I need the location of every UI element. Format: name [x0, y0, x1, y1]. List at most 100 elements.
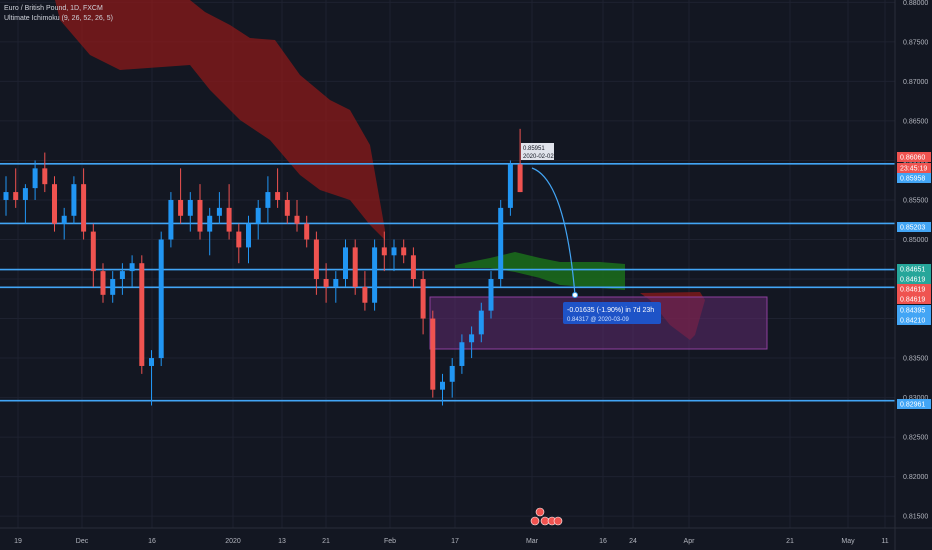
- time-tick-label: Dec: [76, 538, 89, 545]
- candle-body[interactable]: [90, 231, 96, 272]
- symbol-title[interactable]: Euro / British Pound, 1D, FXCM: [4, 5, 103, 12]
- price-label-date: 2020-02-02: [523, 154, 554, 160]
- candle-body[interactable]: [284, 199, 290, 216]
- candle-body[interactable]: [226, 207, 232, 232]
- price-badge-text: 0.85958: [900, 176, 925, 183]
- candle-body[interactable]: [343, 247, 348, 280]
- price-tick-label: 0.86500: [903, 118, 928, 125]
- price-badge-text: 0.84395: [900, 308, 925, 315]
- time-tick-label: 17: [451, 538, 459, 545]
- candle-body[interactable]: [372, 247, 378, 303]
- candle-body[interactable]: [216, 207, 222, 216]
- price-tick-label: 0.87000: [903, 79, 928, 86]
- candle-body[interactable]: [469, 334, 475, 343]
- time-tick-label: 21: [786, 538, 794, 545]
- candle-body[interactable]: [440, 381, 445, 390]
- candle-body[interactable]: [42, 168, 48, 185]
- candle-body[interactable]: [100, 271, 106, 295]
- price-badge: [897, 315, 931, 325]
- price-tick-label: 0.82500: [903, 435, 928, 442]
- candle-body[interactable]: [178, 199, 184, 216]
- candle-body[interactable]: [61, 215, 67, 224]
- price-badge-text: 0.84210: [900, 318, 925, 325]
- candle-body[interactable]: [517, 164, 523, 193]
- candle-body[interactable]: [168, 199, 174, 240]
- candle-body[interactable]: [119, 271, 125, 280]
- candle-body[interactable]: [197, 199, 203, 232]
- price-badge-text: 0.84619: [900, 297, 925, 304]
- time-tick-label: 16: [599, 538, 607, 545]
- price-badge: [897, 163, 931, 173]
- candle-body[interactable]: [13, 192, 19, 200]
- projection-curve[interactable]: [531, 167, 576, 296]
- candle-body[interactable]: [129, 263, 135, 272]
- event-marker-icon[interactable]: [530, 516, 540, 526]
- candle-body[interactable]: [381, 247, 387, 256]
- time-tick-label: Apr: [684, 538, 696, 545]
- candle-body[interactable]: [459, 342, 465, 366]
- candle-body[interactable]: [139, 263, 145, 366]
- candle-body[interactable]: [498, 207, 504, 280]
- candle-body[interactable]: [236, 231, 242, 248]
- candle-body[interactable]: [430, 318, 436, 390]
- candle-body[interactable]: [420, 279, 426, 319]
- event-marker-icon[interactable]: [535, 507, 545, 517]
- candle-body[interactable]: [110, 279, 116, 295]
- time-tick-label: Mar: [526, 538, 539, 545]
- candle-body[interactable]: [187, 199, 193, 216]
- candle-body[interactable]: [246, 223, 251, 248]
- candle-body[interactable]: [149, 358, 154, 366]
- candle-body[interactable]: [478, 310, 484, 335]
- candle-body[interactable]: [313, 239, 319, 280]
- candle-body[interactable]: [52, 184, 57, 224]
- measure-tooltip: [563, 302, 661, 324]
- price-badge: [897, 399, 931, 409]
- price-badge: [897, 274, 931, 284]
- price-badge-text: 0.84651: [900, 267, 925, 274]
- candle-body[interactable]: [207, 215, 213, 232]
- candle-body[interactable]: [3, 192, 9, 200]
- ichimoku-cloud-bearish: [55, 0, 385, 240]
- candle-body[interactable]: [255, 207, 261, 224]
- candle-body[interactable]: [265, 192, 271, 208]
- candle-body[interactable]: [333, 279, 339, 287]
- candle-body[interactable]: [449, 365, 455, 382]
- projection-handle[interactable]: [572, 292, 578, 298]
- candle-body[interactable]: [401, 247, 407, 256]
- candle-body[interactable]: [158, 239, 164, 359]
- candle-body[interactable]: [32, 168, 38, 189]
- price-tick-label: 0.85000: [903, 237, 928, 244]
- candle-body[interactable]: [304, 223, 310, 240]
- measure-tooltip-sub: 0.84317 @ 2020-03-09: [567, 317, 629, 323]
- price-badge-text: 0.84619: [900, 287, 925, 294]
- price-tick-label: 0.88000: [903, 0, 928, 7]
- indicator-title[interactable]: Ultimate Ichimoku (9, 26, 52, 26, 5): [4, 15, 113, 22]
- price-badge: [897, 294, 931, 304]
- time-tick-label: 21: [322, 538, 330, 545]
- candle-body[interactable]: [81, 184, 87, 232]
- candle-body[interactable]: [294, 215, 300, 224]
- candle-body[interactable]: [22, 188, 28, 200]
- ichimoku-cloud-bullish: [455, 252, 625, 290]
- candle-body[interactable]: [410, 255, 416, 280]
- price-tick-label: 0.85500: [903, 197, 928, 204]
- price-badge-text: 0.82961: [900, 402, 925, 409]
- price-badge-text: 23:45:19: [900, 166, 927, 173]
- candle-body[interactable]: [275, 192, 281, 200]
- price-tick-label: 0.82000: [903, 474, 928, 481]
- candle-body[interactable]: [352, 247, 358, 287]
- candle-body[interactable]: [488, 279, 494, 311]
- candle-body[interactable]: [391, 247, 397, 256]
- candle-body[interactable]: [323, 279, 329, 287]
- time-tick-label: 16: [148, 538, 156, 545]
- time-tick-label: 11: [881, 538, 888, 545]
- candle-body[interactable]: [71, 184, 77, 216]
- price-badge-text: 0.84619: [900, 277, 925, 284]
- candle-body[interactable]: [507, 164, 513, 208]
- event-marker-icon[interactable]: [553, 516, 563, 526]
- time-tick-label: 2020: [225, 538, 241, 545]
- candle-body[interactable]: [362, 286, 368, 303]
- price-badge: [897, 305, 931, 315]
